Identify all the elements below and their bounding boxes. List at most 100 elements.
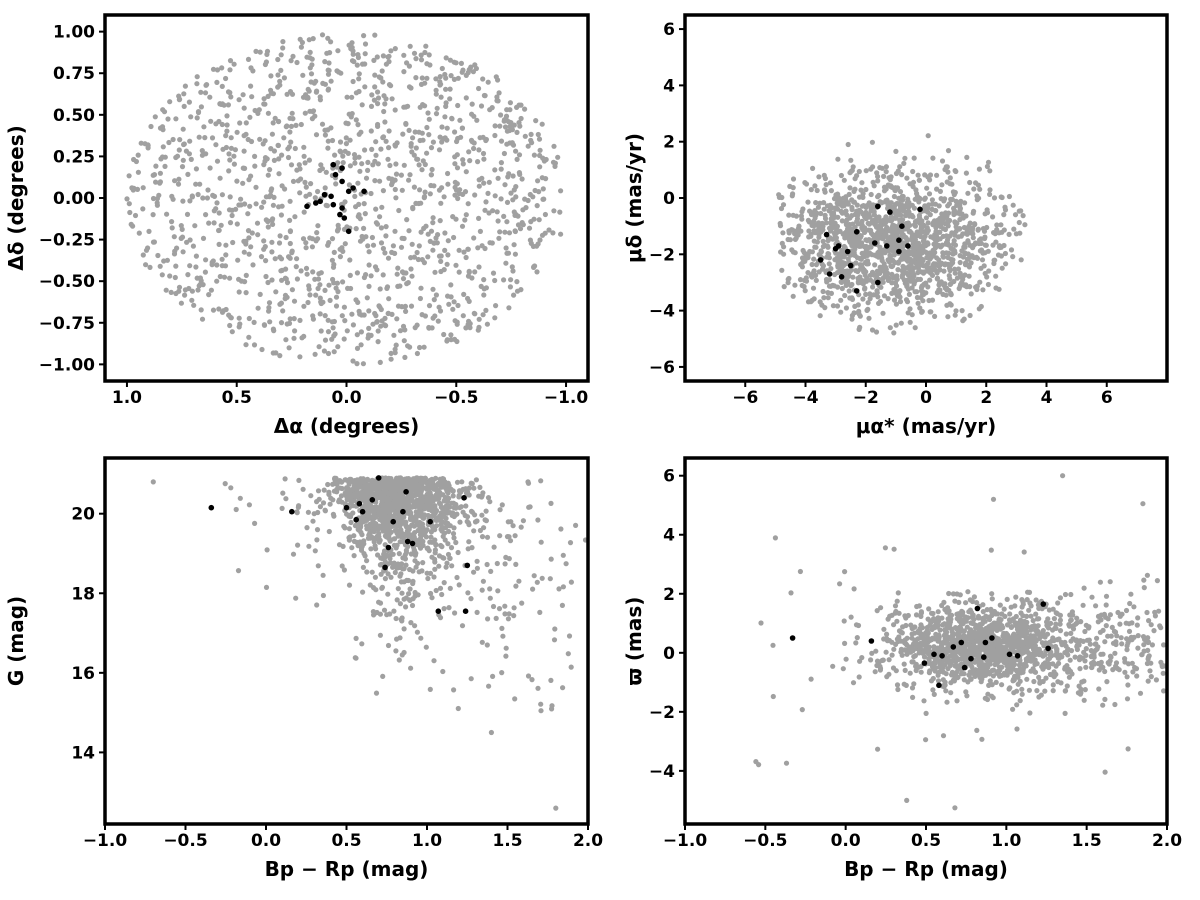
y-tick-label: −6 <box>649 358 675 378</box>
background-point <box>420 560 426 566</box>
background-point <box>306 283 312 289</box>
background-point <box>346 526 352 532</box>
background-point <box>830 663 836 669</box>
background-point <box>263 258 269 264</box>
background-point <box>240 92 246 98</box>
background-point <box>479 639 485 645</box>
member-point <box>330 201 337 208</box>
background-point <box>377 537 383 543</box>
background-point <box>377 484 384 490</box>
background-point <box>522 106 528 112</box>
background-point <box>967 179 973 186</box>
background-point <box>335 48 341 54</box>
background-point <box>433 587 439 594</box>
background-point <box>316 271 322 277</box>
background-point <box>516 152 523 158</box>
background-point <box>300 486 306 492</box>
background-point <box>383 96 389 102</box>
background-point <box>216 210 222 216</box>
background-point <box>427 686 433 693</box>
background-point <box>349 58 356 64</box>
background-point <box>403 604 409 610</box>
background-point <box>482 245 488 252</box>
background-point <box>309 236 316 242</box>
background-point <box>359 312 365 318</box>
background-point <box>949 230 955 236</box>
background-point <box>406 84 413 90</box>
background-point <box>479 587 485 593</box>
background-point <box>429 595 435 601</box>
background-point <box>255 232 261 238</box>
background-point <box>875 294 881 300</box>
background-point <box>866 237 872 243</box>
background-point <box>340 160 346 166</box>
background-point <box>403 308 409 314</box>
background-point <box>822 215 829 222</box>
background-point <box>433 87 439 93</box>
background-point <box>472 512 478 518</box>
background-point <box>941 268 947 274</box>
background-point <box>272 256 278 262</box>
background-point <box>434 105 440 111</box>
background-point <box>407 344 413 350</box>
background-point <box>439 124 445 130</box>
background-point <box>413 56 419 62</box>
background-point <box>189 297 195 303</box>
background-point <box>307 65 313 71</box>
member-series <box>817 203 923 294</box>
background-point <box>857 266 863 272</box>
background-point <box>842 292 848 299</box>
background-point <box>372 574 378 580</box>
background-point <box>198 307 204 313</box>
background-point <box>203 257 209 263</box>
background-point <box>399 502 405 508</box>
background-point <box>392 228 398 234</box>
background-point <box>913 187 919 193</box>
background-point <box>410 578 416 585</box>
background-point <box>330 264 337 270</box>
background-point <box>814 187 820 194</box>
background-point <box>875 214 881 220</box>
background-point <box>844 268 851 274</box>
background-point <box>490 673 496 680</box>
background-point <box>286 320 293 326</box>
background-point <box>496 90 502 96</box>
background-point <box>346 496 352 502</box>
background-point <box>388 356 394 362</box>
background-point <box>911 155 917 161</box>
background-point <box>921 654 928 660</box>
background-point <box>250 262 256 268</box>
y-tick-label: −0.50 <box>39 272 95 292</box>
background-point <box>848 232 854 238</box>
background-point <box>501 213 507 219</box>
background-point <box>294 276 300 282</box>
background-point <box>451 687 457 693</box>
background-point <box>386 502 392 508</box>
background-point <box>426 303 433 309</box>
background-point <box>852 246 858 252</box>
background-point <box>991 257 997 263</box>
background-point <box>806 228 812 234</box>
background-point <box>330 481 336 487</box>
background-point <box>287 217 293 223</box>
background-point <box>513 583 519 589</box>
background-point <box>538 478 544 484</box>
background-point <box>881 626 887 632</box>
background-point <box>129 185 135 191</box>
background-point <box>210 307 217 313</box>
background-point <box>845 141 851 148</box>
background-point <box>283 234 289 241</box>
background-point <box>353 117 359 123</box>
background-point <box>445 170 451 177</box>
background-point <box>379 584 385 590</box>
background-point <box>390 485 396 491</box>
background-point <box>430 498 436 504</box>
background-point <box>440 668 446 675</box>
background-point <box>904 299 911 305</box>
background-point <box>503 554 509 561</box>
background-point <box>793 235 799 241</box>
background-point <box>404 501 410 507</box>
background-point <box>309 56 315 62</box>
background-point <box>492 132 498 139</box>
background-point <box>414 350 420 357</box>
